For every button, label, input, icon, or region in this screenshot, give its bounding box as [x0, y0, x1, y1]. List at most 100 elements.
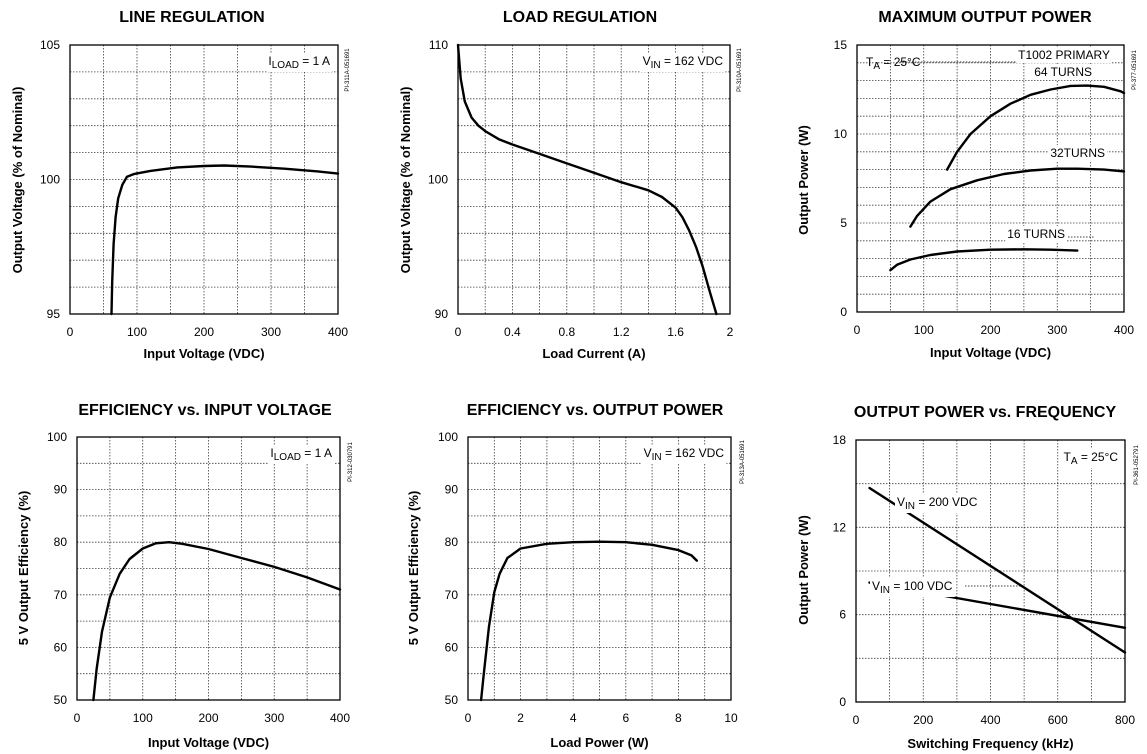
y-tick-label: 70: [54, 588, 68, 602]
series-label: 64 TURNS: [1034, 65, 1092, 79]
series-line-1: [479, 540, 698, 702]
chart-title: LINE REGULATION: [119, 9, 264, 26]
x-tick-label: 10: [724, 711, 738, 725]
series-line-3: [889, 248, 1079, 272]
y-tick-label: 100: [438, 430, 458, 444]
y-tick-label: 80: [445, 535, 459, 549]
series-label: VIN = 100 VDC: [872, 579, 953, 596]
label-background: [895, 494, 980, 513]
label-background: [266, 53, 332, 72]
y-tick-label: 5: [840, 216, 847, 230]
series-line-2: [909, 167, 1126, 228]
condition-annotation: TA = 25°C: [1063, 450, 1118, 467]
y-axis-label: Output Voltage (% of Nominal): [10, 87, 25, 274]
y-tick-label: 90: [445, 483, 459, 497]
chart-panel-3: MAXIMUM OUTPUT POWER 0 100 200 300 400 0 5 10 15 I…: [796, 9, 1138, 360]
series-line-1: [945, 84, 1126, 171]
chart-panel-4: EFFICIENCY vs. INPUT VOLTAGE 0 100 200 300 40…: [16, 402, 354, 750]
y-tick-label: 80: [54, 535, 68, 549]
y-tick-label: 95: [47, 307, 61, 321]
x-tick-label: 0: [455, 325, 462, 339]
label-background: [1016, 47, 1112, 63]
part-number: PI-312-030791: [348, 441, 354, 481]
label-background: [1005, 226, 1067, 242]
x-tick-label: 200: [194, 325, 214, 339]
plot-frame: [76, 436, 341, 701]
y-axis-label: Output Power (W): [796, 125, 811, 235]
x-tick-label: 0: [853, 713, 860, 727]
series-label: VIN = 200 VDC: [897, 495, 978, 512]
y-tick-label: 18: [833, 433, 847, 447]
x-axis-label: Load Current (A): [542, 346, 645, 361]
chart-title: EFFICIENCY vs. INPUT VOLTAGE: [78, 402, 332, 419]
x-tick-label: 800: [1115, 713, 1135, 727]
y-tick-label: 10: [834, 127, 848, 141]
series-label: 16 TURNS: [1007, 227, 1065, 241]
x-tick-label: 6: [622, 711, 629, 725]
x-tick-label: 1.2: [613, 325, 630, 339]
x-tick-label: 0: [854, 323, 861, 337]
series-label: 32TURNS: [1050, 146, 1105, 160]
y-axis-label: Output Voltage (% of Nominal): [398, 87, 413, 274]
x-tick-label: 2: [727, 325, 734, 339]
x-tick-label: 0.4: [504, 325, 521, 339]
y-tick-label: 60: [445, 640, 459, 654]
series-line-1: [456, 43, 718, 316]
x-tick-label: 8: [675, 711, 682, 725]
y-tick-label: 50: [54, 693, 68, 707]
label-background: [641, 445, 727, 464]
x-axis-label: Load Power (W): [550, 735, 648, 750]
part-number: PI-310A-051691: [737, 47, 743, 91]
condition-annotation: VIN = 162 VDC: [644, 446, 725, 463]
x-axis-label: Input Voltage (VDC): [148, 735, 269, 750]
x-axis-label: Input Voltage (VDC): [143, 346, 264, 361]
label-background: [870, 578, 955, 597]
x-tick-label: 400: [328, 325, 348, 339]
x-tick-label: 200: [913, 713, 933, 727]
y-tick-label: 0: [839, 695, 846, 709]
x-tick-label: 300: [261, 325, 281, 339]
series-label: T1002 PRIMARY: [1018, 48, 1110, 62]
y-tick-label: 70: [445, 588, 459, 602]
plot-frame: [856, 44, 1125, 313]
condition-annotation: TA = 25°C: [866, 55, 921, 72]
plot-frame: [69, 44, 339, 315]
chart-title: EFFICIENCY vs. OUTPUT POWER: [467, 402, 724, 419]
x-tick-label: 200: [198, 711, 218, 725]
chart-title: MAXIMUM OUTPUT POWER: [878, 9, 1092, 26]
part-number: PI-377-051691: [1132, 49, 1138, 89]
x-tick-label: 300: [1047, 323, 1067, 337]
x-tick-label: 0: [67, 325, 74, 339]
x-tick-label: 200: [980, 323, 1000, 337]
x-tick-label: 400: [980, 713, 1000, 727]
x-tick-label: 4: [570, 711, 577, 725]
series-line-1: [92, 541, 342, 702]
y-tick-label: 110: [429, 38, 448, 52]
y-tick-label: 90: [435, 307, 449, 321]
part-number: PI-361-052791: [1134, 444, 1140, 484]
series-line-1: [868, 486, 1127, 654]
chart-panel-1: LINE REGULATION 0 100 200 300 400 95 100 105 Inpu…: [10, 9, 351, 361]
plot-frame: [855, 439, 1126, 703]
x-tick-label: 100: [133, 711, 153, 725]
x-tick-label: 400: [330, 711, 350, 725]
x-tick-label: 300: [264, 711, 284, 725]
plot-frame: [467, 436, 732, 701]
x-tick-label: 100: [127, 325, 147, 339]
y-axis-label: Output Power (W): [796, 515, 811, 625]
y-tick-label: 100: [40, 173, 60, 187]
x-tick-label: 100: [914, 323, 934, 337]
y-tick-label: 105: [40, 38, 60, 52]
x-tick-label: 2: [517, 711, 524, 725]
y-axis-label: 5 V Output Efficiency (%): [16, 491, 31, 646]
x-tick-label: 0: [465, 711, 472, 725]
y-axis-label: 5 V Output Efficiency (%): [406, 491, 421, 646]
condition-annotation: VIN = 162 VDC: [643, 54, 724, 71]
label-background: [268, 445, 334, 464]
y-tick-label: 0: [840, 305, 847, 319]
condition-annotation: ILOAD = 1 A: [270, 446, 332, 463]
x-tick-label: 0.8: [558, 325, 575, 339]
x-tick-label: 0: [74, 711, 81, 725]
y-tick-label: 90: [54, 483, 68, 497]
